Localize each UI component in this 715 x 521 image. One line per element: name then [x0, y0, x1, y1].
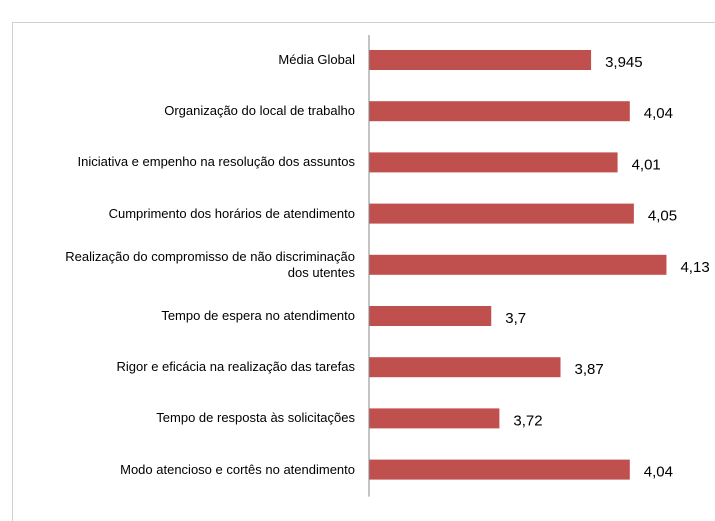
value-label: 3,87	[575, 361, 604, 378]
category-label: Realização do compromisso de não discrim…	[65, 248, 355, 280]
category-label: Tempo de resposta às solicitações	[156, 410, 355, 426]
value-label: 4,04	[644, 464, 673, 481]
bar	[369, 101, 630, 122]
bar	[369, 50, 592, 70]
value-label: 4,01	[632, 156, 661, 173]
value-label: 4,04	[644, 105, 673, 122]
bar	[369, 357, 561, 378]
bar	[369, 152, 618, 173]
category-label: Iniciativa e empenho na resolução dos as…	[77, 154, 355, 170]
bar	[369, 203, 634, 224]
bar	[369, 254, 667, 275]
value-label: 3,7	[505, 310, 526, 327]
value-label: 4,05	[648, 208, 677, 225]
category-label: Modo atencioso e cortês no atendimento	[120, 461, 355, 477]
category-label: Rigor e eficácia na realização das taref…	[116, 359, 355, 375]
category-label: Cumprimento dos horários de atendimento	[108, 205, 355, 221]
chart-border	[12, 22, 715, 521]
bar	[369, 306, 492, 326]
value-label: 4,13	[680, 259, 709, 276]
bar	[369, 408, 500, 429]
category-label: Organização do local de trabalho	[164, 103, 355, 119]
bar	[369, 459, 630, 480]
value-label: 3,72	[513, 412, 542, 429]
category-label: Tempo de espera no atendimento	[161, 308, 355, 323]
value-label: 3,945	[605, 54, 643, 71]
category-label: Média Global	[278, 52, 355, 67]
